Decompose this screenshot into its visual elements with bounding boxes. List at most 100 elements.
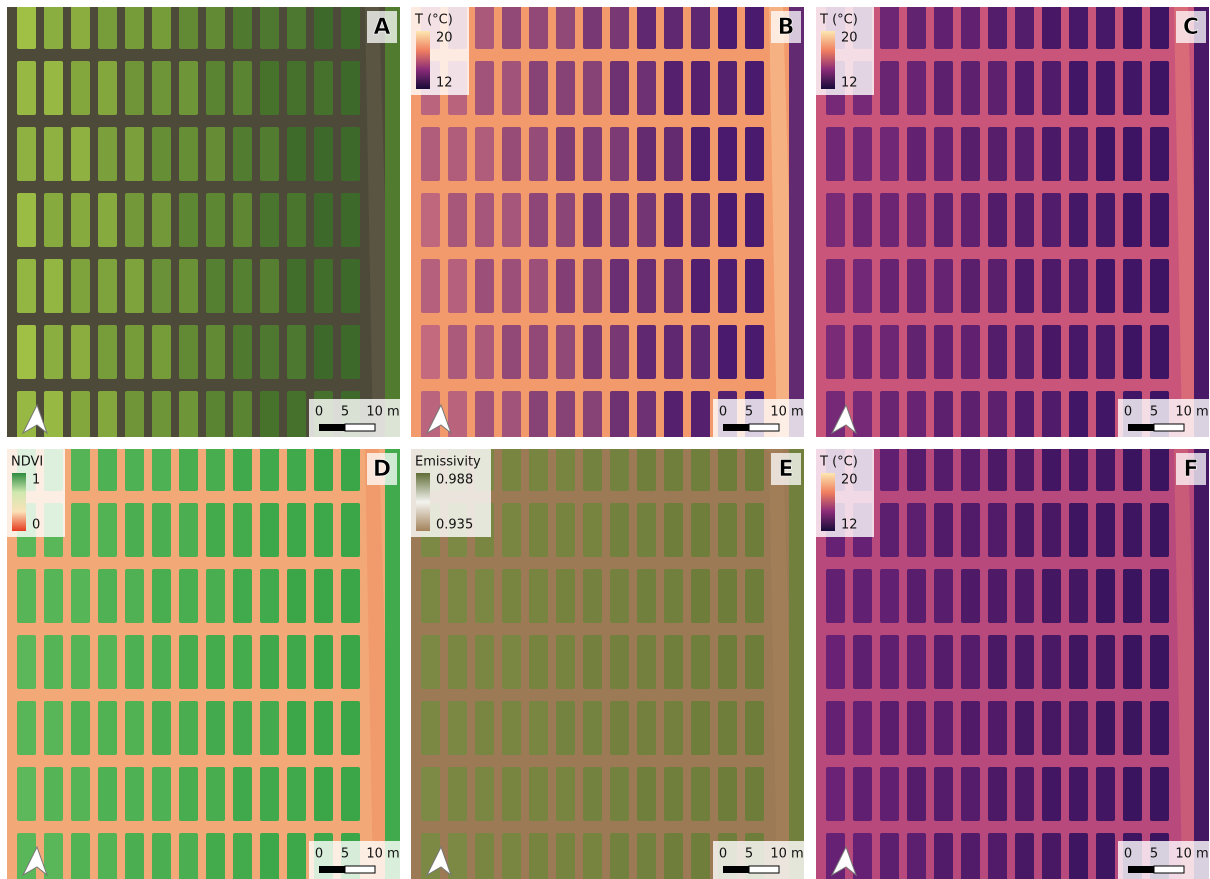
plot xyxy=(529,449,548,491)
plot xyxy=(502,193,521,247)
plot xyxy=(152,61,171,115)
scale-label: 5 xyxy=(1150,847,1158,862)
plot xyxy=(287,635,306,689)
plot xyxy=(341,193,360,247)
plot xyxy=(691,259,710,313)
plot xyxy=(556,325,575,379)
plot xyxy=(502,325,521,379)
plot xyxy=(880,569,899,623)
plot xyxy=(1015,449,1034,491)
plot xyxy=(1123,569,1142,623)
plot xyxy=(907,701,926,755)
plot xyxy=(745,61,764,115)
plot xyxy=(44,259,63,313)
plot xyxy=(1096,325,1115,379)
legend-min: 0.935 xyxy=(436,518,473,533)
plot xyxy=(664,833,683,879)
plot xyxy=(961,569,980,623)
plot xyxy=(71,503,90,557)
color-bar xyxy=(12,473,26,531)
plot xyxy=(961,193,980,247)
plot xyxy=(961,833,980,879)
plot xyxy=(961,635,980,689)
plot xyxy=(610,701,629,755)
plot xyxy=(1069,635,1088,689)
plot xyxy=(152,767,171,821)
plot xyxy=(341,325,360,379)
plot xyxy=(233,635,252,689)
legend-min: 12 xyxy=(841,76,858,91)
plot xyxy=(988,833,1007,879)
plot xyxy=(1123,767,1142,821)
plot xyxy=(1096,767,1115,821)
plot xyxy=(718,767,737,821)
plot xyxy=(287,259,306,313)
plot xyxy=(233,259,252,313)
plot xyxy=(421,325,440,379)
plot xyxy=(206,833,225,879)
plot xyxy=(314,503,333,557)
plot xyxy=(637,61,656,115)
legend-title: T (°C) xyxy=(819,13,858,28)
scale-label: 0 xyxy=(315,405,323,420)
plot xyxy=(718,61,737,115)
plot xyxy=(98,767,117,821)
plot xyxy=(448,127,467,181)
plot xyxy=(1069,449,1088,491)
plot xyxy=(17,259,36,313)
plot xyxy=(179,701,198,755)
plot xyxy=(718,635,737,689)
plot xyxy=(341,701,360,755)
plot xyxy=(260,635,279,689)
plot xyxy=(44,833,63,879)
plot xyxy=(691,569,710,623)
plot xyxy=(853,833,872,879)
plot xyxy=(691,7,710,49)
figure: A0510 mT (°C)2012B0510 mT (°C)2012C0510 … xyxy=(0,0,1210,879)
plot xyxy=(233,569,252,623)
plot xyxy=(287,391,306,437)
plot xyxy=(610,391,629,437)
field-edge xyxy=(789,449,804,879)
plot xyxy=(934,259,953,313)
plot xyxy=(125,391,144,437)
plot xyxy=(880,449,899,491)
plot xyxy=(718,701,737,755)
plot xyxy=(152,7,171,49)
plot xyxy=(233,833,252,879)
plot xyxy=(961,701,980,755)
plot xyxy=(314,449,333,491)
plot xyxy=(475,61,494,115)
plot xyxy=(961,61,980,115)
plot xyxy=(934,325,953,379)
plot xyxy=(664,767,683,821)
plot xyxy=(934,635,953,689)
map-panel: NDVI10D0510 m xyxy=(7,449,400,879)
plot xyxy=(691,833,710,879)
plot xyxy=(691,635,710,689)
plot xyxy=(934,7,953,49)
plot xyxy=(1069,701,1088,755)
plot xyxy=(71,449,90,491)
plot xyxy=(1069,61,1088,115)
plot xyxy=(502,259,521,313)
plot xyxy=(907,503,926,557)
plot xyxy=(826,193,845,247)
scale-label: 10 m xyxy=(1175,847,1208,862)
panel-label: F xyxy=(1183,457,1198,482)
plot xyxy=(98,833,117,879)
plot xyxy=(637,503,656,557)
plot xyxy=(1042,833,1061,879)
field-edge xyxy=(385,449,400,879)
plot xyxy=(44,767,63,821)
plot xyxy=(179,833,198,879)
plot xyxy=(17,569,36,623)
plot xyxy=(98,7,117,49)
scale-label: 0 xyxy=(1124,405,1132,420)
plot xyxy=(1069,193,1088,247)
plot xyxy=(71,767,90,821)
legend: T (°C)2012 xyxy=(816,449,874,537)
plot xyxy=(341,767,360,821)
plot xyxy=(745,449,764,491)
plot xyxy=(880,193,899,247)
